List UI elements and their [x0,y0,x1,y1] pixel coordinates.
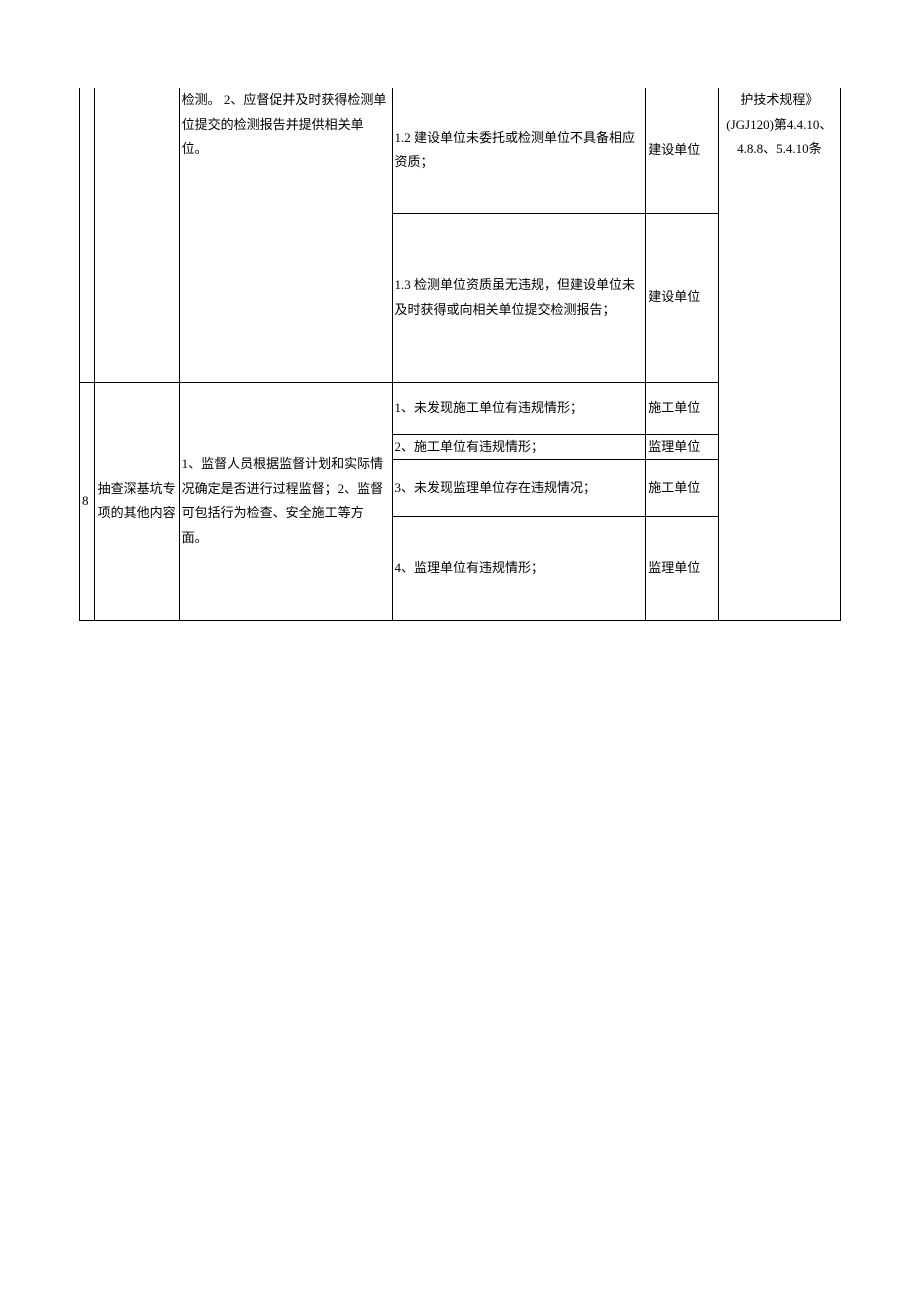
cell-unit: 监理单位 [646,517,718,621]
cell-name: 抽查深基坑专项的其他内容 [94,382,179,621]
table-row: 检测。 2、应督促并及时获得检测单位提交的检测报告并提供相关单位。 1.2 建设… [80,88,841,213]
cell-reference: 护技术规程》(JGJ120)第4.4.10、4.8.8、5.4.10条 [718,88,840,621]
cell-unit: 建设单位 [646,88,718,213]
cell-unit: 监理单位 [646,434,718,460]
cell-situation: 4、监理单位有违规情形； [392,517,646,621]
cell-index [80,88,95,382]
cell-description: 1、监督人员根据监督计划和实际情况确定是否进行过程监督；2、监督可包括行为检查、… [179,382,392,621]
cell-situation: 3、未发现监理单位存在违规情况； [392,460,646,517]
regulation-table: 检测。 2、应督促并及时获得检测单位提交的检测报告并提供相关单位。 1.2 建设… [79,88,841,621]
cell-situation: 1.2 建设单位未委托或检测单位不具备相应资质； [392,88,646,213]
cell-situation: 2、施工单位有违规情形； [392,434,646,460]
cell-description: 检测。 2、应督促并及时获得检测单位提交的检测报告并提供相关单位。 [179,88,392,382]
cell-index: 8 [80,382,95,621]
cell-name [94,88,179,382]
cell-unit: 施工单位 [646,460,718,517]
cell-unit: 施工单位 [646,382,718,434]
cell-unit: 建设单位 [646,213,718,382]
cell-situation: 1、未发现施工单位有违规情形； [392,382,646,434]
cell-situation: 1.3 检测单位资质虽无违规，但建设单位未及时获得或向相关单位提交检测报告； [392,213,646,382]
